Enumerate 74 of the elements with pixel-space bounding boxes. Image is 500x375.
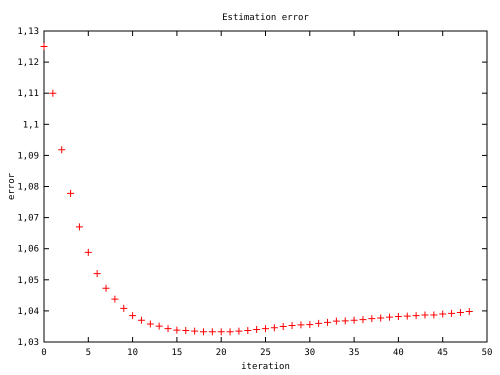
x-tick-label: 40: [392, 348, 404, 358]
point: [137, 316, 146, 324]
point: [465, 308, 474, 316]
point: [279, 322, 288, 330]
point: [40, 42, 48, 51]
point: [84, 248, 92, 256]
point: [358, 316, 367, 324]
point: [75, 222, 84, 231]
point: [120, 304, 128, 312]
x-tick-label: 50: [482, 348, 492, 358]
point: [376, 314, 385, 322]
point: [58, 146, 66, 154]
y-tick-label: 1,11: [17, 89, 39, 100]
point: [332, 317, 340, 326]
x-tick-label: 10: [127, 348, 138, 358]
point: [252, 326, 261, 334]
point: [199, 328, 208, 336]
point: [270, 324, 278, 332]
point: [430, 310, 438, 319]
point: [208, 328, 216, 336]
x-tick-label: 15: [171, 348, 182, 358]
point: [438, 310, 447, 318]
y-tick-label: 1,13: [17, 27, 39, 37]
point: [288, 322, 296, 330]
y-axis-title: error: [7, 172, 17, 200]
point: [306, 320, 314, 329]
point: [217, 328, 226, 336]
point: [66, 189, 75, 198]
y-tick-label: 1,04: [17, 306, 39, 317]
point: [48, 89, 57, 98]
point: [234, 327, 243, 336]
x-tick-label: 0: [41, 348, 47, 358]
point: [164, 324, 172, 333]
point: [190, 327, 199, 336]
point: [368, 314, 376, 323]
x-tick-label: 5: [86, 348, 92, 358]
x-tick-label: 30: [304, 348, 316, 358]
point: [456, 308, 464, 316]
y-tick-label: 1,09: [17, 151, 39, 162]
point: [93, 270, 102, 278]
y-tick-label: 1,08: [17, 182, 39, 192]
y-tick-label: 1,06: [17, 244, 39, 255]
point: [244, 326, 252, 334]
point: [448, 309, 456, 318]
point: [420, 310, 429, 319]
point: [314, 319, 323, 328]
point: [182, 326, 190, 334]
point: [296, 320, 305, 329]
point: [172, 326, 181, 334]
point: [146, 320, 154, 328]
point: [128, 312, 137, 320]
point: [102, 284, 110, 292]
x-tick-label: 35: [348, 348, 360, 358]
x-tick-label: 45: [437, 348, 448, 358]
point: [403, 312, 412, 320]
x-tick-label: 20: [216, 348, 227, 358]
x-tick-label: 25: [260, 348, 271, 358]
point: [110, 295, 119, 304]
point: [350, 316, 358, 324]
y-tick-label: 1,03: [17, 338, 39, 348]
point: [341, 316, 350, 325]
point: [394, 312, 402, 320]
point: [262, 324, 270, 333]
point: [412, 312, 420, 320]
point: [226, 328, 234, 336]
y-tick-label: 1,1: [22, 120, 39, 130]
chart-title: Estimation error: [222, 13, 310, 23]
point: [386, 313, 394, 322]
point: [324, 318, 332, 326]
point: [155, 322, 164, 330]
x-axis-title: iteration: [241, 362, 290, 372]
y-tick-label: 1,07: [17, 214, 39, 224]
y-tick-label: 1,12: [17, 58, 39, 68]
y-tick-label: 1,05: [17, 276, 39, 286]
